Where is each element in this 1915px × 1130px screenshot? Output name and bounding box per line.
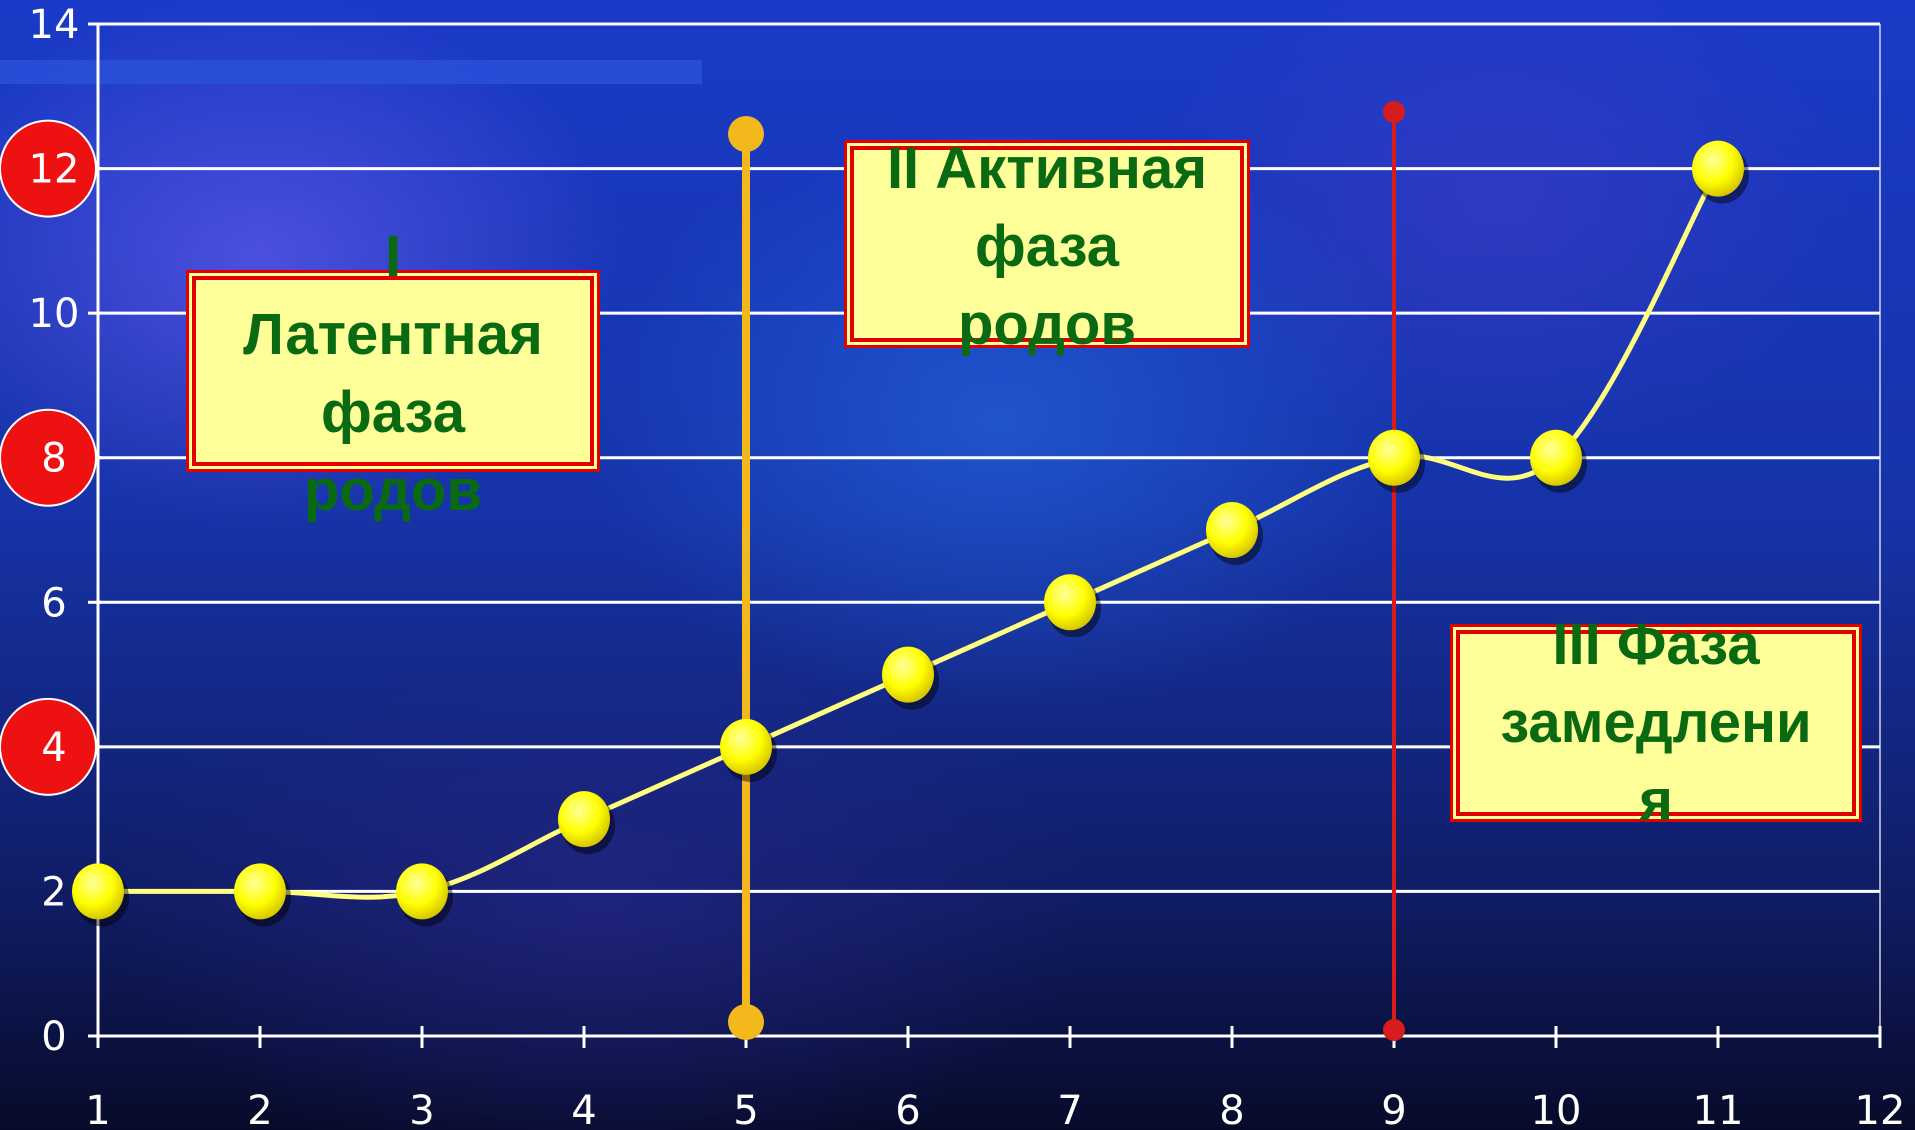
- phase-markers: [728, 101, 1405, 1041]
- data-point-x9: [1368, 429, 1420, 486]
- data-point-x5: [720, 718, 772, 775]
- data-point-x10: [1530, 429, 1582, 486]
- x-tick-label-12: 12: [1855, 1088, 1906, 1130]
- phase-marker-top-dot-x5: [728, 116, 764, 152]
- y-tick-label-6: 6: [41, 580, 66, 626]
- y-tick-label-4: 4: [41, 725, 66, 771]
- y-tick-labels: 0 2 4 6 8 10 12 14: [0, 2, 97, 1060]
- x-tick-label-8: 8: [1219, 1088, 1244, 1130]
- phase1-label: I Латентная фаза родов: [243, 224, 543, 523]
- x-tick-label-5: 5: [733, 1088, 758, 1130]
- data-point-x2: [234, 863, 286, 920]
- title-bar-decoration: [0, 60, 702, 84]
- x-tick-label-6: 6: [895, 1088, 920, 1130]
- data-point-x4: [558, 791, 610, 848]
- x-tick-labels: 1 2 3 4 5 6 7 8 9 10 11 12: [85, 1088, 1905, 1130]
- x-tick-label-7: 7: [1057, 1088, 1082, 1130]
- data-series: [72, 140, 1749, 927]
- x-tick-label-9: 9: [1381, 1088, 1406, 1130]
- data-point-x11: [1692, 140, 1744, 197]
- phase3-label-box: III Фаза замедлени я: [1456, 612, 1856, 833]
- y-tick-label-0: 0: [41, 1014, 66, 1060]
- y-tick-badge-12: [0, 119, 97, 218]
- x-tick-label-4: 4: [571, 1088, 596, 1130]
- data-point-x1: [72, 863, 124, 920]
- data-point-x3: [396, 863, 448, 920]
- phase-marker-bottom-dot-x9: [1383, 1019, 1405, 1041]
- data-point-x7: [1044, 574, 1096, 631]
- y-tick-label-2: 2: [41, 869, 66, 915]
- phase2-label-box: II Активная фаза родов: [850, 136, 1244, 357]
- y-tick-label-8: 8: [41, 436, 66, 482]
- x-tick-label-1: 1: [85, 1088, 110, 1130]
- phase-marker-top-dot-x9: [1383, 101, 1405, 123]
- phase3-label: III Фаза замедлени я: [1500, 612, 1812, 833]
- x-tick-label-2: 2: [247, 1088, 272, 1130]
- data-point-x6: [882, 646, 934, 703]
- x-tick-label-10: 10: [1531, 1088, 1582, 1130]
- y-tick-badge-8: [0, 408, 97, 507]
- phase1-label-box: I Латентная фаза родов: [192, 224, 594, 523]
- y-tick-label-12: 12: [29, 147, 80, 193]
- y-tick-label-14: 14: [29, 2, 80, 48]
- data-point-x8: [1206, 502, 1258, 558]
- x-tick-label-3: 3: [409, 1088, 434, 1130]
- phase-marker-bottom-dot-x5: [728, 1004, 764, 1040]
- y-tick-badge-4: [0, 697, 97, 796]
- y-tick-label-10: 10: [29, 291, 80, 337]
- phase2-label: II Активная фаза родов: [886, 136, 1208, 357]
- x-tick-label-11: 11: [1693, 1088, 1744, 1130]
